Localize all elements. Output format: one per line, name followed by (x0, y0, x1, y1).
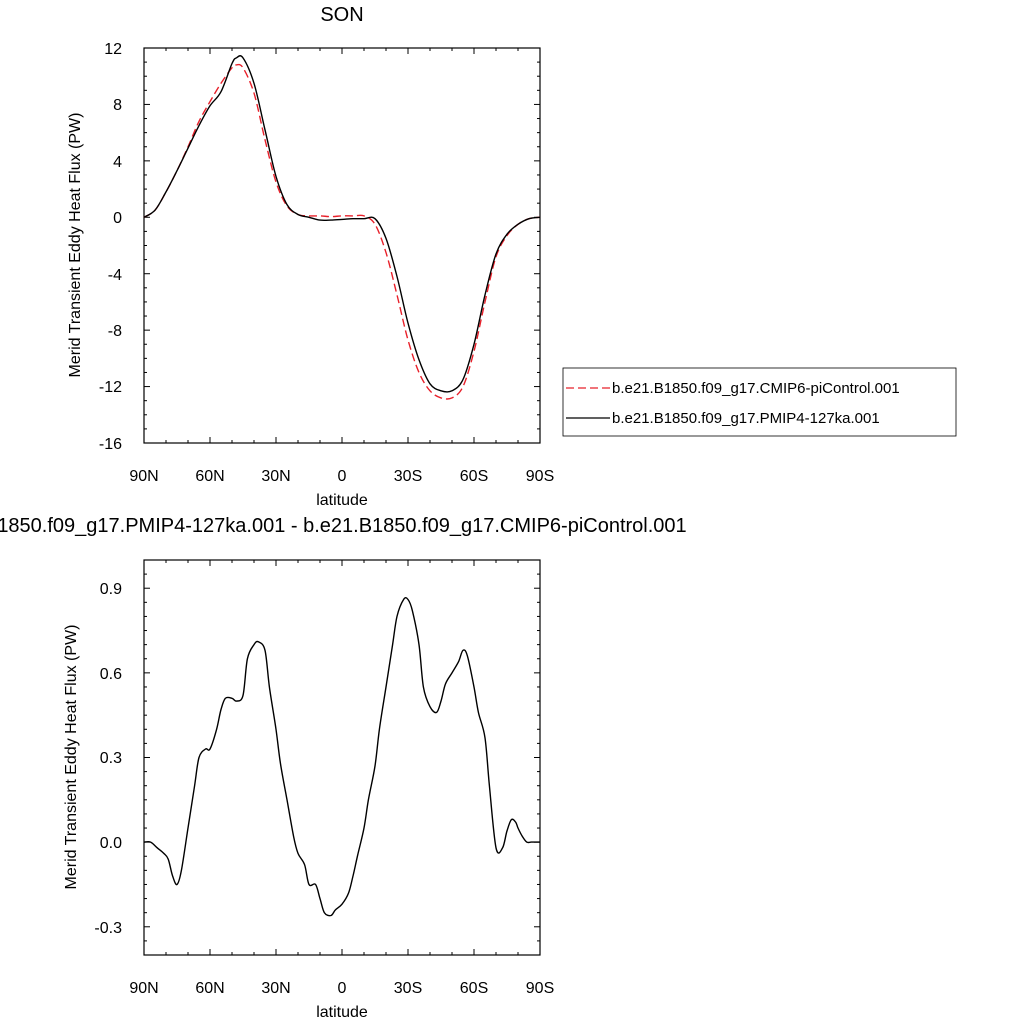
y-axis-label: Merid Transient Eddy Heat Flux (PW) (67, 113, 84, 378)
legend-entry-pmip4: b.e21.B1850.f09_g17.PMIP4-127ka.001 (612, 410, 880, 427)
x-tick-label: 0 (338, 980, 347, 997)
y-axis-tick-labels: 12 8 4 0 -4 -8 -12 -16 (99, 41, 122, 453)
x-axis-label: latitude (316, 1004, 368, 1021)
x-tick-label: 60S (460, 468, 488, 485)
x-tick-label: 60N (195, 980, 224, 997)
plot-area (143, 47, 541, 444)
x-tick-label: 60N (195, 468, 224, 485)
axis-ticks (143, 559, 541, 956)
y-tick-label: 8 (113, 97, 122, 114)
y-tick-label: 0.3 (100, 750, 122, 767)
x-tick-label: 90N (129, 468, 158, 485)
x-tick-label: 30S (394, 980, 422, 997)
y-tick-label: 12 (104, 41, 122, 58)
legend-box (562, 367, 957, 437)
y-tick-label: 0.9 (100, 581, 122, 598)
x-axis-tick-labels: 90N 60N 30N 0 30S 60S 90S (129, 468, 554, 485)
y-tick-label: -8 (108, 323, 122, 340)
plot-frame (143, 559, 541, 956)
panel-bottom-chart: 1850.f09_g17.PMIP4-127ka.001 - b.e21.B18… (0, 515, 687, 1021)
x-tick-label: 90N (129, 980, 158, 997)
chart-title: SON (320, 4, 363, 26)
x-tick-label: 90S (526, 468, 554, 485)
axis-ticks (143, 47, 541, 444)
x-tick-label: 90S (526, 980, 554, 997)
y-tick-label: 0.0 (100, 835, 122, 852)
x-tick-label: 0 (338, 468, 347, 485)
y-tick-label: -12 (99, 379, 122, 396)
x-axis-tick-labels: 90N 60N 30N 0 30S 60S 90S (129, 980, 554, 997)
y-tick-label: -0.3 (94, 920, 122, 937)
x-tick-label: 60S (460, 980, 488, 997)
legend: b.e21.B1850.f09_g17.CMIP6-piControl.001 … (562, 367, 957, 437)
y-tick-label: 4 (113, 154, 122, 171)
x-tick-label: 30N (261, 980, 290, 997)
y-tick-label: -4 (108, 267, 122, 284)
plot-frame (143, 47, 541, 444)
y-tick-label: 0.6 (100, 666, 122, 683)
chart-title: 1850.f09_g17.PMIP4-127ka.001 - b.e21.B18… (0, 515, 687, 537)
series-lines (143, 597, 540, 917)
y-tick-label: 0 (113, 210, 122, 227)
legend-entry-picontrol: b.e21.B1850.f09_g17.CMIP6-piControl.001 (612, 380, 900, 397)
y-tick-label: -16 (99, 436, 122, 453)
panel-top-chart: SON 90N 60N 30N 0 30S 60S 90S 12 8 4 0 -… (67, 4, 957, 509)
x-axis-label: latitude (316, 492, 368, 509)
series-line-difference (143, 597, 540, 917)
y-axis-tick-labels: 0.9 0.6 0.3 0.0 -0.3 (94, 581, 122, 937)
x-tick-label: 30N (261, 468, 290, 485)
x-tick-label: 30S (394, 468, 422, 485)
y-axis-label: Merid Transient Eddy Heat Flux (PW) (63, 625, 80, 890)
series-line-pmip4 (143, 55, 541, 393)
series-line-picontrol (143, 63, 541, 400)
series-lines (143, 55, 541, 400)
